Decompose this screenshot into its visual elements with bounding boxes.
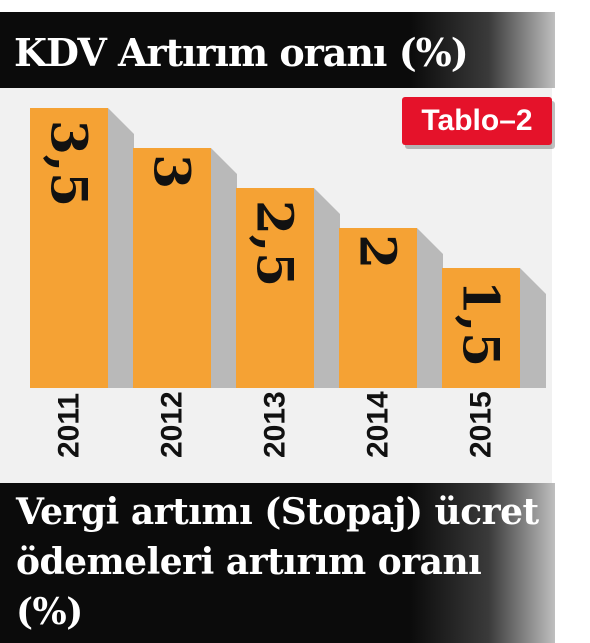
category-label: 2013 (259, 391, 292, 458)
value-label: 1,5 (452, 280, 511, 367)
bar-2013 (236, 188, 314, 388)
bar-shadow (417, 228, 443, 388)
table-badge-label: Tablo–2 (421, 104, 533, 137)
value-label: 3 (143, 154, 202, 189)
bar-shadows (108, 108, 546, 388)
bar-shadow (108, 108, 134, 388)
caption-text: Vergi artımı (Stopaj) ücret ödemeleri ar… (16, 491, 539, 633)
value-labels: 3,5 3 2,5 2 1,5 (40, 120, 511, 367)
bar-shadow (314, 188, 340, 388)
bars (30, 108, 520, 388)
bar-shadow (211, 148, 237, 388)
category-label: 2015 (465, 391, 498, 458)
value-label: 2,5 (246, 200, 305, 287)
bar-2015 (442, 268, 520, 388)
category-label: 2012 (156, 391, 189, 458)
title-bar (0, 12, 555, 88)
category-labels: 2011 2012 2013 2014 2015 (53, 391, 498, 458)
category-label: 2011 (53, 393, 86, 458)
caption-bar (0, 483, 555, 643)
chart-title: KDV Artırım oranı (%) (14, 30, 469, 75)
bar-2012 (133, 148, 211, 388)
bar-2014 (339, 228, 417, 388)
bar-shadow (520, 268, 546, 388)
category-label: 2014 (362, 391, 395, 458)
value-label: 3,5 (40, 120, 99, 207)
value-label: 2 (349, 234, 408, 269)
table-badge: Tablo–2 (402, 97, 552, 145)
bar-2011 (30, 108, 108, 388)
